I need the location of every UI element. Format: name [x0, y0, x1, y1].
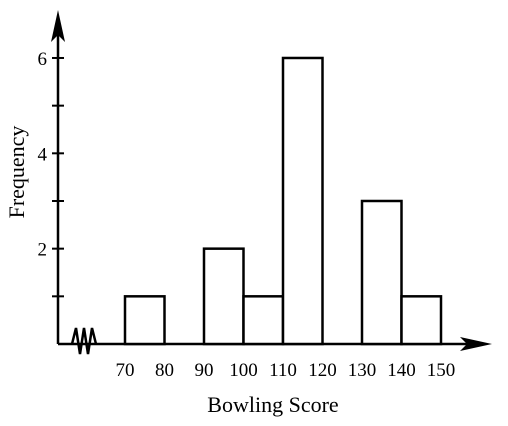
- y-tick-label: 2: [38, 240, 48, 261]
- histogram-bar: [242, 295, 285, 346]
- y-axis-arrow: [51, 10, 65, 42]
- x-tick-label: 100: [229, 360, 258, 381]
- y-axis-title: Frequency: [4, 126, 29, 219]
- x-tick-label: 150: [427, 360, 456, 381]
- x-tick-label: 90: [195, 360, 214, 381]
- histogram-bar: [281, 56, 324, 346]
- histogram-bar: [400, 295, 443, 346]
- axis-break-icon: [70, 327, 98, 355]
- histogram-bar: [360, 199, 403, 346]
- histogram-bar: [202, 247, 245, 346]
- histogram-bar: [123, 295, 166, 346]
- y-tick-label: 6: [38, 49, 48, 70]
- x-tick-label: 140: [387, 360, 416, 381]
- x-axis-arrow: [460, 337, 492, 351]
- x-tick-label: 130: [348, 360, 377, 381]
- x-tick-label: 80: [155, 360, 174, 381]
- x-tick-label: 120: [308, 360, 337, 381]
- x-tick-label: 110: [269, 360, 297, 381]
- x-tick-label: 70: [116, 360, 135, 381]
- y-tick-label: 4: [38, 144, 48, 165]
- x-axis-title: Bowling Score: [207, 392, 338, 417]
